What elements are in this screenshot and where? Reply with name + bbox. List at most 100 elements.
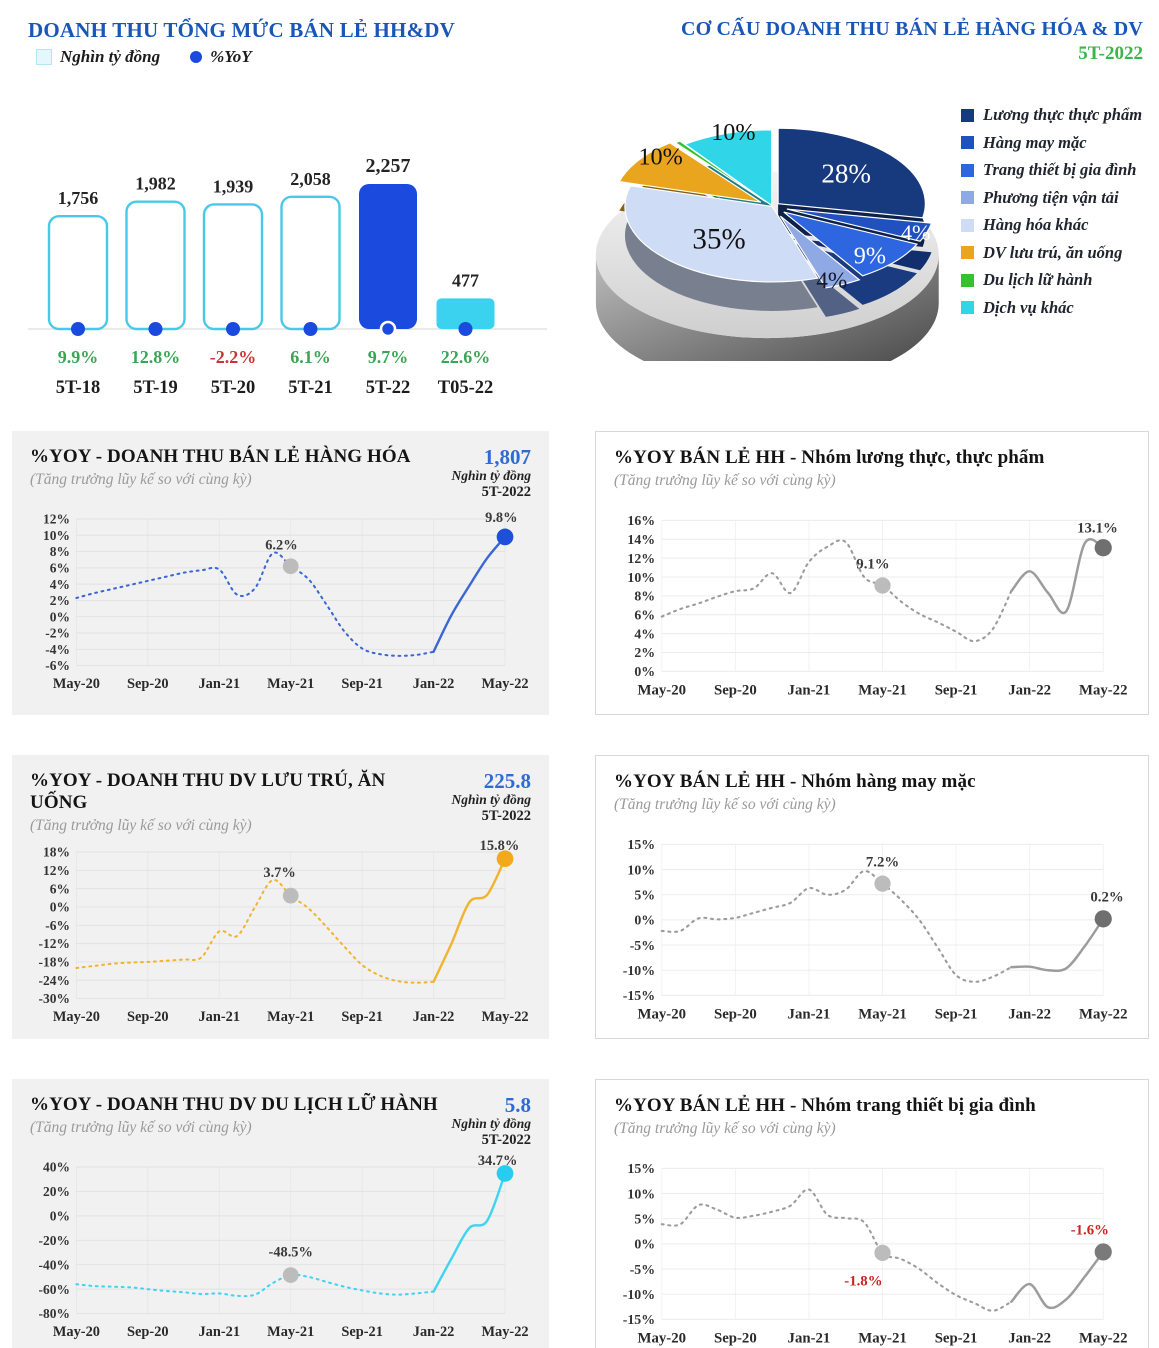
svg-text:12%: 12% (43, 512, 70, 527)
panel-header: %YOY - DOANH THU DV DU LỊCH LỮ HÀNH (Tăn… (30, 1094, 531, 1150)
yoy-dot (379, 320, 397, 338)
svg-text:5T-21: 5T-21 (288, 378, 333, 397)
svg-text:0%: 0% (634, 1237, 655, 1252)
pie-slice-1 (777, 127, 926, 219)
line-solid-segment (1010, 1250, 1105, 1310)
svg-text:12%: 12% (627, 551, 655, 566)
legend-label: DV lưu trú, ăn uống (983, 242, 1123, 262)
svg-text:4%: 4% (816, 268, 847, 294)
pie-chart-svg: 28% 4% 9% 4% 35% 10% 10% (595, 119, 939, 362)
svg-text:1,939: 1,939 (213, 176, 254, 196)
panel-value: 1,807 (483, 445, 531, 469)
svg-text:9.7%: 9.7% (368, 347, 409, 367)
svg-text:-24%: -24% (39, 973, 70, 988)
panel-header-left: %YOY - DOANH THU DV LƯU TRÚ, ĂN UỐNG (Tă… (30, 770, 441, 835)
bar-chart-legend: Nghìn tỷ đồng %YoY (36, 47, 555, 67)
mid-point-dot (874, 875, 891, 892)
svg-text:1,756: 1,756 (58, 188, 99, 208)
pie-chart-period: 5T-2022 (1078, 43, 1143, 64)
pie-chart-title: CƠ CẤU DOANH THU BÁN LẺ HÀNG HÓA & DV (680, 18, 1143, 40)
svg-text:6.2%: 6.2% (265, 538, 297, 554)
panel-header: %YOY BÁN LẺ HH - Nhóm hàng may mặc (Tăng… (614, 771, 1130, 827)
end-point-dot (496, 850, 514, 868)
svg-text:Sep-20: Sep-20 (127, 1324, 169, 1340)
svg-text:-12%: -12% (39, 936, 70, 951)
panel-apparel-group-yoy: %YOY BÁN LẺ HH - Nhóm hàng may mặc (Tăng… (595, 755, 1149, 1039)
panel-period: 5T-2022 (481, 808, 531, 825)
legend-color-square-icon (961, 108, 974, 122)
line-chart-svg: -15% -10% -5% 0% 5% 10% 15% May-20 Sep-20 Jan-21 M… (623, 1161, 1128, 1346)
legend-color-square-icon (961, 301, 974, 314)
line-dashed-segment (660, 1188, 1013, 1312)
svg-text:-15%: -15% (623, 988, 655, 1003)
line-chart-svg: -6%-4%-2% 0%2%4% 6%8%10%12% May-20 Sep-20 Jan… (43, 510, 529, 692)
line-solid-segment (1010, 917, 1105, 973)
svg-text:May-22: May-22 (1079, 1006, 1128, 1022)
svg-text:9.8%: 9.8% (485, 510, 517, 526)
line-chart-canvas: -15% -10% -5% 0% 5% 10% 15% May-20 Sep-20 Jan-21 M… (614, 1155, 1130, 1348)
svg-text:35%: 35% (692, 224, 745, 256)
svg-text:May-20: May-20 (53, 1009, 100, 1025)
svg-text:22.6%: 22.6% (441, 347, 491, 367)
svg-text:Sep-20: Sep-20 (714, 1006, 757, 1022)
yoy-dot (458, 322, 473, 336)
total-retail-bar-chart-block: DOANH THU TỔNG MỨC BÁN LẺ HH&DV Nghìn tỷ… (10, 8, 555, 397)
svg-text:-20%: -20% (39, 1233, 70, 1248)
panel-household-equipment-yoy: %YOY BÁN LẺ HH - Nhóm trang thiết bị gia… (595, 1079, 1149, 1348)
svg-text:0%: 0% (634, 913, 655, 928)
svg-text:-1.6%: -1.6% (1071, 1223, 1109, 1239)
svg-text:-80%: -80% (39, 1306, 70, 1321)
legend-item-yoy: %YoY (190, 47, 252, 67)
svg-text:Jan-21: Jan-21 (788, 682, 831, 698)
pie-legend-item: Phương tiện vận tải (961, 188, 1149, 208)
line-solid-segment (1010, 537, 1105, 615)
panel-value: 5.8 (504, 1093, 531, 1117)
bar-legend-square-icon (36, 49, 52, 65)
panel-header-right: 1,807 Nghìn tỷ đồng 5T-2022 (451, 446, 531, 502)
svg-text:Jan-21: Jan-21 (788, 1330, 831, 1346)
legend-label: Du lịch lữ hành (983, 270, 1093, 289)
panel-header-left: %YOY - DOANH THU BÁN LẺ HÀNG HÓA (Tăng t… (30, 446, 411, 502)
svg-text:7.2%: 7.2% (866, 854, 899, 870)
svg-text:20%: 20% (43, 1184, 70, 1199)
svg-text:12.8%: 12.8% (131, 347, 181, 367)
line-chart-svg: -80% -60% -40% -20% 0% 20% 40% May-20 Sep-20 Jan-… (39, 1154, 529, 1340)
panel-subtitle: (Tăng trưởng lũy kế so với cùng kỳ) (30, 471, 252, 488)
svg-text:Sep-21: Sep-21 (935, 1330, 978, 1346)
legend-label: Phương tiện vận tải (983, 187, 1119, 207)
svg-text:0.2%: 0.2% (1090, 890, 1123, 906)
mid-point-dot (282, 1267, 299, 1283)
svg-text:10%: 10% (43, 528, 70, 543)
bar-T05-22: 477 22.6% T05-22 (436, 270, 495, 397)
svg-text:9.1%: 9.1% (856, 556, 889, 572)
svg-text:May-21: May-21 (858, 682, 907, 698)
panel-unit: Nghìn tỷ đồng (451, 792, 531, 808)
panel-title: %YOY - DOANH THU DV LƯU TRÚ, ĂN UỐNG (30, 770, 386, 813)
bar-chart-svg: 1,756 9.9% 5T-18 1,982 12.8% 5T-19 1,939 -2.2% 5… (28, 155, 547, 397)
svg-text:Sep-20: Sep-20 (714, 1330, 757, 1346)
pie-slice-8 (683, 129, 773, 207)
legend-color-square-icon (961, 163, 974, 177)
pie-chart-wrap: 28% 4% 9% 4% 35% 10% 10% Lương thực thực phẩm H… (593, 65, 1149, 362)
svg-text:-30%: -30% (39, 991, 70, 1006)
svg-text:18%: 18% (43, 845, 70, 860)
mid-point-dot (282, 558, 299, 575)
svg-text:-6%: -6% (45, 658, 70, 673)
svg-text:6%: 6% (50, 881, 70, 896)
legend-label: Hàng hóa khác (983, 215, 1089, 234)
pie-legend-item: Hàng hóa khác (961, 215, 1149, 235)
panel-title: %YOY - DOANH THU DV DU LỊCH LỮ HÀNH (30, 1094, 438, 1115)
line-dashed-segment (75, 1273, 435, 1298)
svg-text:May-22: May-22 (1079, 682, 1128, 698)
svg-text:Jan-22: Jan-22 (1008, 1006, 1051, 1022)
pie-legend-item: DV lưu trú, ăn uống (961, 243, 1149, 263)
svg-text:5%: 5% (634, 1211, 655, 1226)
pie-legend-item: Du lịch lữ hành (961, 270, 1149, 290)
svg-text:5T-19: 5T-19 (133, 378, 178, 397)
svg-text:Jan-21: Jan-21 (198, 1009, 240, 1025)
svg-text:12%: 12% (43, 863, 70, 878)
legend-color-square-icon (961, 136, 974, 149)
svg-text:Sep-20: Sep-20 (127, 676, 169, 692)
svg-text:2%: 2% (634, 645, 655, 660)
